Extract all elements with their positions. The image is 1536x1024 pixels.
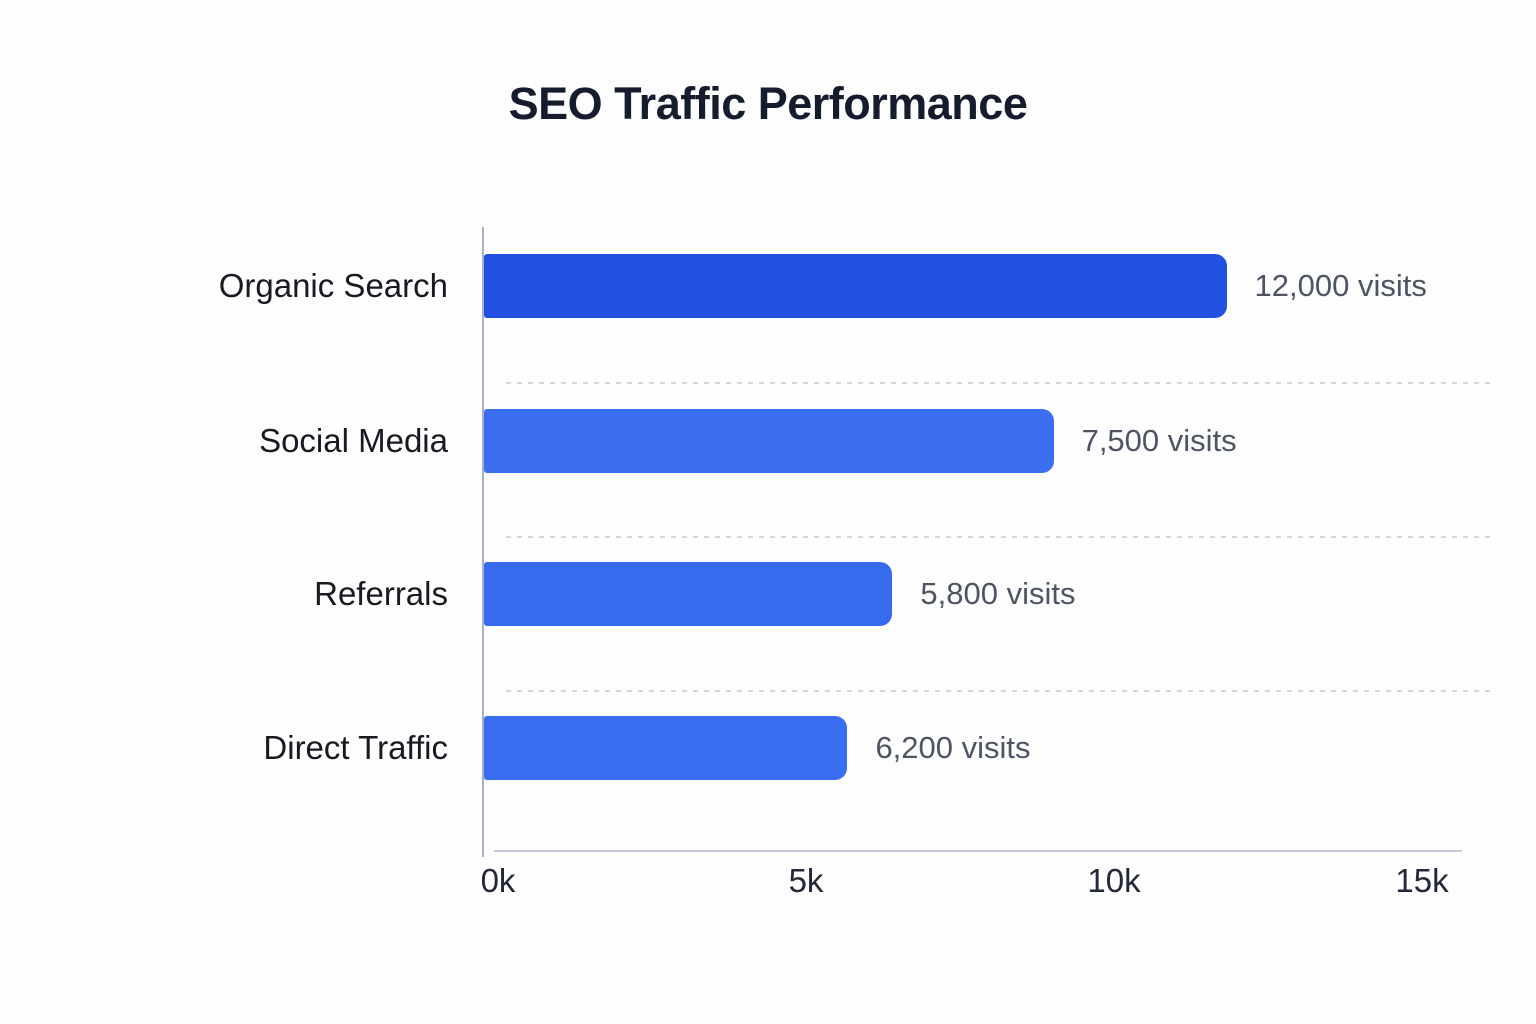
bar-track: 6,200 visits: [484, 716, 1461, 780]
row-separator-gridline: [506, 690, 1490, 692]
bar-track: 5,800 visits: [484, 562, 1461, 626]
bar-referrals: [484, 562, 893, 626]
bar-social-media: [484, 409, 1054, 473]
bar-organic-search: [484, 254, 1227, 318]
bar-direct-traffic: [484, 716, 848, 780]
row-separator-gridline: [506, 382, 1490, 384]
value-label: 6,200 visits: [875, 730, 1031, 765]
category-label: Referrals: [314, 575, 448, 612]
category-label: Social Media: [259, 422, 448, 459]
x-axis-tick-label: 5k: [788, 862, 824, 899]
x-axis-tick-label: 15k: [1395, 862, 1449, 899]
x-axis-tick-label: 0k: [480, 862, 516, 899]
value-label: 12,000 visits: [1254, 268, 1427, 303]
category-label: Organic Search: [218, 267, 448, 304]
x-axis-line: [494, 850, 1462, 852]
value-label: 5,800 visits: [920, 576, 1076, 611]
row-separator-gridline: [506, 536, 1490, 538]
y-axis-line: [482, 227, 484, 857]
x-axis-tick-label: 10k: [1087, 862, 1141, 899]
chart-title: SEO Traffic Performance: [508, 78, 1028, 129]
bar-track: 7,500 visits: [484, 409, 1461, 473]
bar-track: 12,000 visits: [484, 254, 1461, 318]
category-label: Direct Traffic: [263, 729, 448, 766]
value-label: 7,500 visits: [1081, 423, 1237, 458]
